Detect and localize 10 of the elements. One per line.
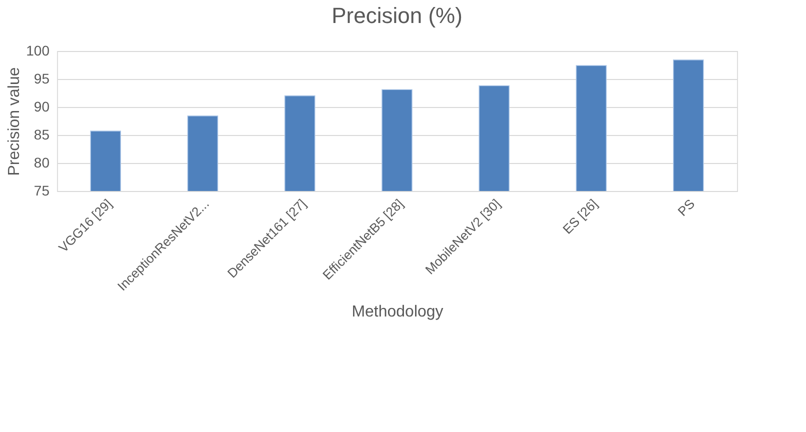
y-tick-label: 80 <box>34 154 50 170</box>
y-tick-label: 100 <box>26 42 50 58</box>
y-tick-label: 95 <box>34 70 50 86</box>
y-axis-title: Precision value <box>6 67 24 176</box>
y-tick-label: 90 <box>34 98 50 114</box>
y-tick-label: 85 <box>34 126 50 142</box>
chart-title: Precision (%) <box>332 3 462 28</box>
x-axis-title: Methodology <box>352 304 444 321</box>
x-tick-label: PS <box>674 196 698 219</box>
y-tick-label: 75 <box>34 182 50 198</box>
